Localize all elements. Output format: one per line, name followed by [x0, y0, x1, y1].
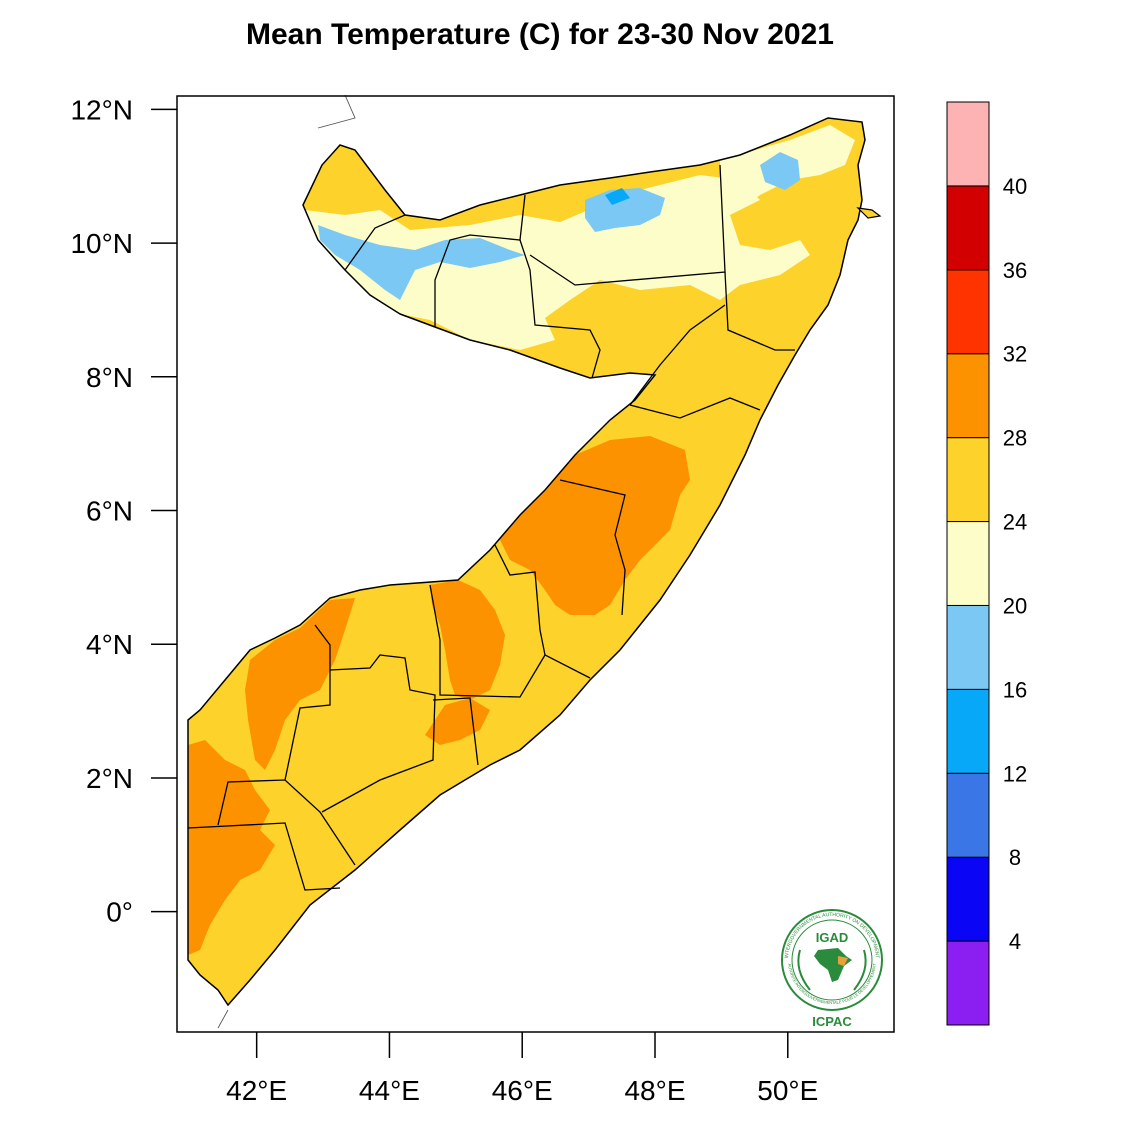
lon-tick-label: 44°E	[359, 1075, 420, 1106]
colorbar-bin	[946, 940, 990, 1026]
colorbar-bin	[946, 856, 990, 942]
colorbar-bin	[946, 269, 990, 355]
colorbar-label: 4	[1009, 929, 1021, 954]
colorbar-bin	[946, 521, 990, 606]
lat-tick-label: 12°N	[70, 94, 133, 125]
temperature-16-20-region	[585, 188, 665, 232]
igad-icpac-logo: INTERGOVERNMENTAL AUTHORITY ON DEVELOPME…	[781, 909, 883, 1029]
colorbar-bin	[946, 604, 990, 690]
igad-region-icon	[838, 956, 848, 966]
colorbar-bin	[946, 437, 990, 523]
colorbar-label: 32	[1003, 342, 1027, 367]
temperature-12-16-region	[605, 188, 630, 205]
map-frame	[176, 95, 895, 1033]
logo-bottom-text: ICPAC	[812, 1014, 852, 1029]
colorbar-label: 12	[1003, 761, 1027, 786]
map-title: Mean Temperature (C) for 23-30 Nov 2021	[246, 18, 834, 51]
colorbar-bin	[946, 185, 990, 271]
temperature-20-24-region	[305, 175, 810, 350]
lon-tick-label: 50°E	[757, 1075, 818, 1106]
colorbar-label: 8	[1009, 845, 1021, 870]
lat-tick-label: 6°N	[86, 496, 133, 527]
temperature-16-20-region	[318, 225, 525, 300]
lon-tick-label: 48°E	[624, 1075, 685, 1106]
colorbar-label: 40	[1003, 174, 1027, 199]
colorbar-label: 16	[1003, 677, 1027, 702]
colorbar-bin	[946, 101, 990, 187]
colorbar-label: 20	[1003, 593, 1027, 618]
temperature-28-32-region	[188, 740, 275, 955]
colorbar-bin	[946, 353, 990, 439]
lat-tick-label: 10°N	[70, 228, 133, 259]
colorbar-label: 28	[1003, 426, 1027, 451]
lon-tick-label: 42°E	[226, 1075, 287, 1106]
africa-icon	[814, 948, 852, 982]
colorbar-label: 36	[1003, 258, 1027, 283]
cape-outline	[856, 207, 882, 219]
lat-tick-label: 0°	[106, 897, 133, 928]
somalia-outline	[187, 117, 866, 1007]
temperature-28-32-region	[430, 580, 505, 700]
logo-center-text: IGAD	[816, 930, 849, 945]
lat-tick-label: 2°N	[86, 763, 133, 794]
lat-tick-label: 8°N	[86, 362, 133, 393]
colorbar-bin	[946, 688, 990, 774]
temperature-field	[188, 118, 865, 1005]
laurel-icon	[797, 949, 867, 991]
colorbar-label: 24	[1003, 510, 1027, 535]
lat-tick-label: 4°N	[86, 629, 133, 660]
map-axes: 12°N 10°N 8°N 6°N 4°N 2°N 0° 42°E 44°E 46°E 48°E 50…	[70, 94, 895, 1106]
colorbar: 4 8 12 16 20 24 28 32 36 40	[946, 101, 1027, 1026]
temperature-16-20-region	[760, 152, 800, 190]
colorbar-bin	[946, 772, 990, 858]
lon-tick-label: 46°E	[492, 1075, 553, 1106]
admin-boundaries	[187, 164, 795, 891]
temperature-28-32-region	[425, 698, 490, 745]
